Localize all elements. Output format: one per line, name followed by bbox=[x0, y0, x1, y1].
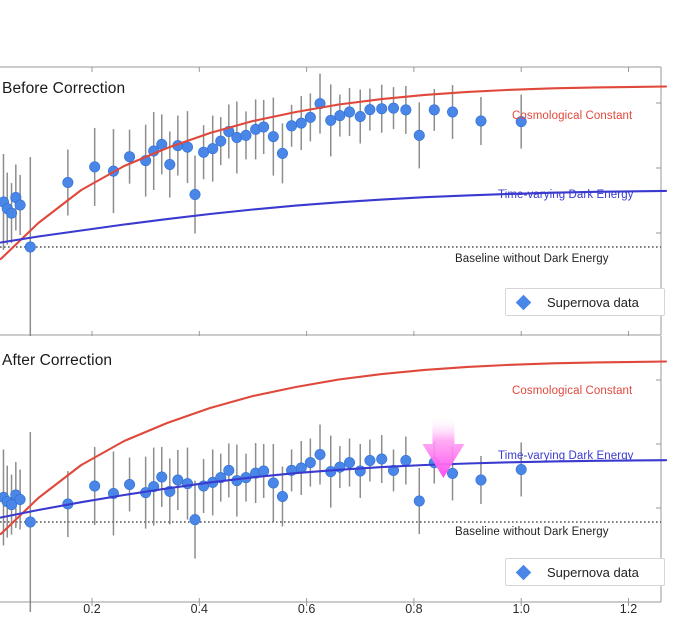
x-tick-label: 1.2 bbox=[619, 602, 638, 616]
curve-label-time-varying-after: Time-varying Dark Energy bbox=[498, 450, 634, 462]
curve-label-cosmological-constant-after: Cosmological Constant bbox=[512, 385, 633, 397]
legend-after[interactable]: Supernova data bbox=[505, 558, 665, 586]
x-tick-label: 0.2 bbox=[83, 602, 101, 616]
x-axis-tick-labels: 0.2 0.4 0.6 0.8 1.0 1.2 bbox=[0, 602, 686, 624]
x-tick-label: 0.8 bbox=[405, 602, 423, 616]
diamond-marker-icon bbox=[515, 294, 532, 310]
curve-label-cosmological-constant-before: Cosmological Constant bbox=[512, 110, 633, 122]
legend-label-supernova-data: Supernova data bbox=[547, 564, 639, 580]
correction-arrow-icon bbox=[422, 418, 465, 478]
curve-label-time-varying-before: Time-varying Dark Energy bbox=[498, 189, 634, 201]
plot-area-before bbox=[0, 66, 668, 336]
panel-title-after: After Correction bbox=[2, 352, 113, 369]
legend-before[interactable]: Supernova data bbox=[505, 288, 665, 316]
curve-label-baseline-before: Baseline without Dark Energy bbox=[455, 253, 609, 265]
x-tick-label: 0.6 bbox=[297, 602, 316, 616]
panel-title-before: Before Correction bbox=[2, 80, 126, 97]
legend-label-supernova-data: Supernova data bbox=[547, 294, 639, 310]
plot-area-after bbox=[0, 336, 668, 612]
x-tick-label: 0.4 bbox=[190, 602, 208, 616]
x-tick-label: 1.0 bbox=[512, 602, 530, 616]
panel-before-correction: Before Correction Cosmological Constant … bbox=[0, 66, 668, 336]
curve-label-baseline-after: Baseline without Dark Energy bbox=[455, 526, 609, 538]
panel-after-correction: After Correction Cosmological Constant T… bbox=[0, 336, 686, 624]
